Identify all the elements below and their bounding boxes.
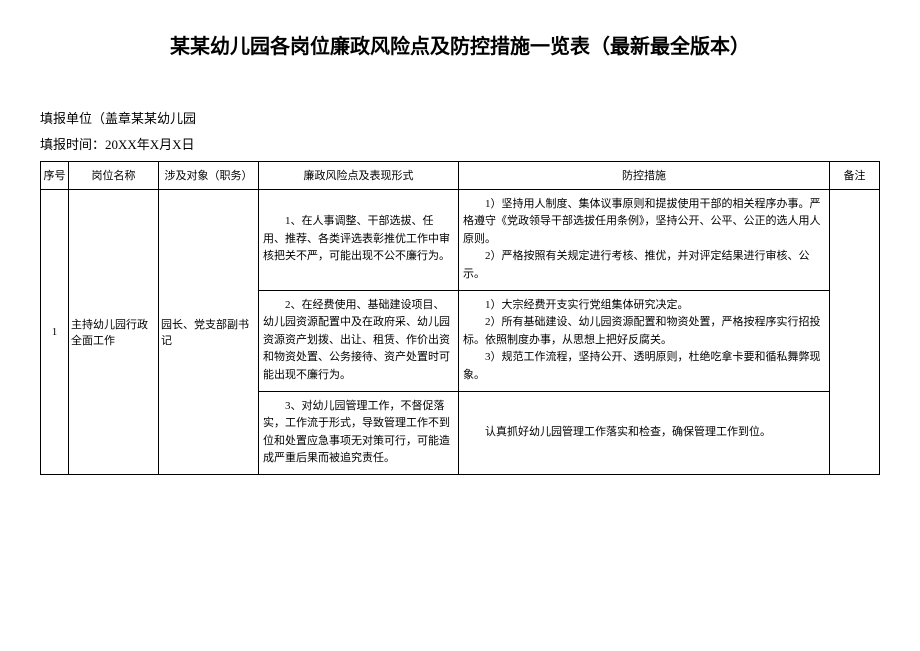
cell-measure-1: 1）坚持用人制度、集体议事原则和提拔使用干部的相关程序办事。严格遵守《党政领导干… — [459, 189, 830, 290]
cell-remark — [830, 189, 880, 474]
risk-text-2: 2、在经费使用、基础建设项目、幼儿园资源配置中及在政府采、幼儿园资源资产划拨、出… — [263, 297, 454, 385]
measure-text-2a: 1）大宗经费开支实行党组集体研究决定。 — [463, 297, 825, 315]
measure-text-2c: 3）规范工作流程，坚持公开、透明原则，杜绝吃拿卡要和循私舞弊现象。 — [463, 349, 825, 384]
measure-text-1a: 1）坚持用人制度、集体议事原则和提拔使用干部的相关程序办事。严格遵守《党政领导干… — [463, 196, 825, 249]
measure-text-2b: 2）所有基础建设、幼儿园资源配置和物资处置，严格按程序实行招投标。依照制度办事，… — [463, 314, 825, 349]
cell-measure-2: 1）大宗经费开支实行党组集体研究决定。 2）所有基础建设、幼儿园资源配置和物资处… — [459, 290, 830, 391]
report-date: 填报时间：20XX年X月X日 — [40, 135, 880, 156]
report-unit: 填报单位（盖章某某幼儿园 — [40, 109, 880, 130]
page-title: 某某幼儿园各岗位廉政风险点及防控措施一览表（最新最全版本） — [40, 30, 880, 59]
table-header-row: 序号 岗位名称 涉及对象（职务） 廉政风险点及表现形式 防控措施 备注 — [41, 161, 880, 189]
table-row: 1 主持幼儿园行政全面工作 园长、党支部副书记 1、在人事调整、干部选拔、任用、… — [41, 189, 880, 290]
cell-post: 主持幼儿园行政全面工作 — [69, 189, 159, 474]
measure-text-1b: 2）严格按照有关规定进行考核、推优，并对评定结果进行审核、公示。 — [463, 248, 825, 283]
th-measure: 防控措施 — [459, 161, 830, 189]
th-seq: 序号 — [41, 161, 69, 189]
risk-table: 序号 岗位名称 涉及对象（职务） 廉政风险点及表现形式 防控措施 备注 1 主持… — [40, 161, 880, 475]
risk-text-3: 3、对幼儿园管理工作，不督促落实，工作流于形式，导致管理工作不到位和处置应急事项… — [263, 398, 454, 468]
th-risk: 廉政风险点及表现形式 — [259, 161, 459, 189]
th-post: 岗位名称 — [69, 161, 159, 189]
th-obj: 涉及对象（职务） — [159, 161, 259, 189]
th-remark: 备注 — [830, 161, 880, 189]
cell-risk-3: 3、对幼儿园管理工作，不督促落实，工作流于形式，导致管理工作不到位和处置应急事项… — [259, 391, 459, 474]
cell-risk-2: 2、在经费使用、基础建设项目、幼儿园资源配置中及在政府采、幼儿园资源资产划拨、出… — [259, 290, 459, 391]
risk-text-1: 1、在人事调整、干部选拔、任用、推荐、各类评选表彰推优工作中审核把关不严，可能出… — [263, 213, 454, 266]
cell-seq: 1 — [41, 189, 69, 474]
cell-measure-3: 认真抓好幼儿园管理工作落实和检查，确保管理工作到位。 — [459, 391, 830, 474]
cell-risk-1: 1、在人事调整、干部选拔、任用、推荐、各类评选表彰推优工作中审核把关不严，可能出… — [259, 189, 459, 290]
measure-text-3: 认真抓好幼儿园管理工作落实和检查，确保管理工作到位。 — [463, 424, 825, 442]
cell-obj: 园长、党支部副书记 — [159, 189, 259, 474]
